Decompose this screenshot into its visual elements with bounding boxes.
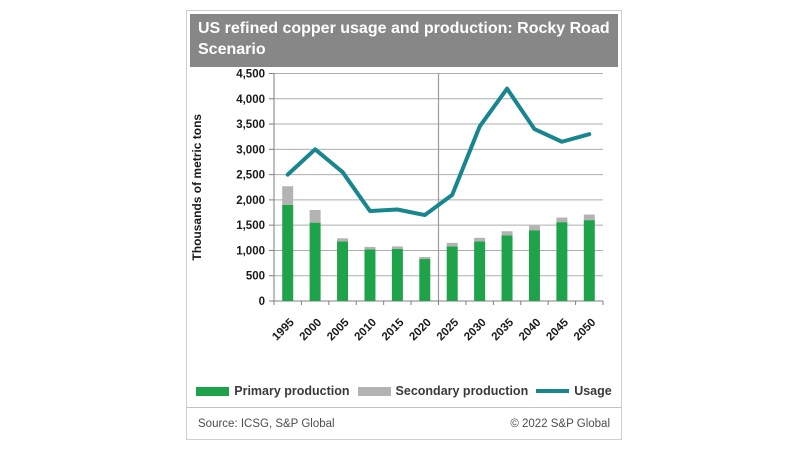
svg-text:2020: 2020 <box>407 317 434 344</box>
legend-item-secondary-production: Secondary production <box>357 384 529 398</box>
copyright-text: © 2022 S&P Global <box>510 417 610 430</box>
footer: Source: ICSG, S&P Global © 2022 S&P Glob… <box>187 407 621 439</box>
svg-text:2,000: 2,000 <box>236 195 265 207</box>
combo-chart-svg: 0 500 1,000 1,500 2,000 2,500 3,000 3,500 4,000 4… <box>190 69 604 344</box>
svg-text:2045: 2045 <box>544 316 571 343</box>
svg-text:2000: 2000 <box>298 317 325 344</box>
chart-area: 0 500 1,000 1,500 2,000 2,500 3,000 3,500 4,000 4… <box>187 61 623 361</box>
svg-text:3,500: 3,500 <box>236 119 265 131</box>
svg-text:Thousands of metric tons: Thousands of metric tons <box>190 114 204 261</box>
svg-text:1,000: 1,000 <box>236 245 265 257</box>
svg-text:2035: 2035 <box>490 316 517 343</box>
svg-text:4,000: 4,000 <box>236 94 265 106</box>
chart-card: US refined copper usage and production: … <box>186 10 622 440</box>
svg-text:0: 0 <box>259 296 265 308</box>
svg-text:2005: 2005 <box>325 316 352 343</box>
primary-production-swatch <box>196 386 230 396</box>
source-text: Source: ICSG, S&P Global <box>198 417 335 430</box>
svg-text:2050: 2050 <box>572 317 599 344</box>
svg-text:2015: 2015 <box>380 316 407 343</box>
svg-text:2025: 2025 <box>435 316 462 343</box>
svg-text:2040: 2040 <box>517 317 544 344</box>
svg-text:2,500: 2,500 <box>236 170 265 182</box>
legend-item-usage: Usage <box>536 384 612 398</box>
svg-text:1,500: 1,500 <box>236 220 265 232</box>
chart-title: US refined copper usage and production: … <box>190 14 618 67</box>
svg-text:2010: 2010 <box>352 317 379 344</box>
svg-text:2030: 2030 <box>462 317 489 344</box>
legend-label-secondary-production: Secondary production <box>395 384 529 398</box>
svg-text:500: 500 <box>246 271 265 283</box>
svg-text:3,000: 3,000 <box>236 144 265 156</box>
secondary-production-swatch <box>357 386 391 396</box>
usage-line-swatch <box>536 389 570 393</box>
svg-text:1995: 1995 <box>270 316 297 343</box>
legend-label-primary-production: Primary production <box>234 384 350 398</box>
legend-label-usage: Usage <box>574 384 612 398</box>
legend: Primary production Secondary production … <box>187 381 621 401</box>
legend-item-primary-production: Primary production <box>196 384 350 398</box>
svg-text:4,500: 4,500 <box>236 69 265 81</box>
